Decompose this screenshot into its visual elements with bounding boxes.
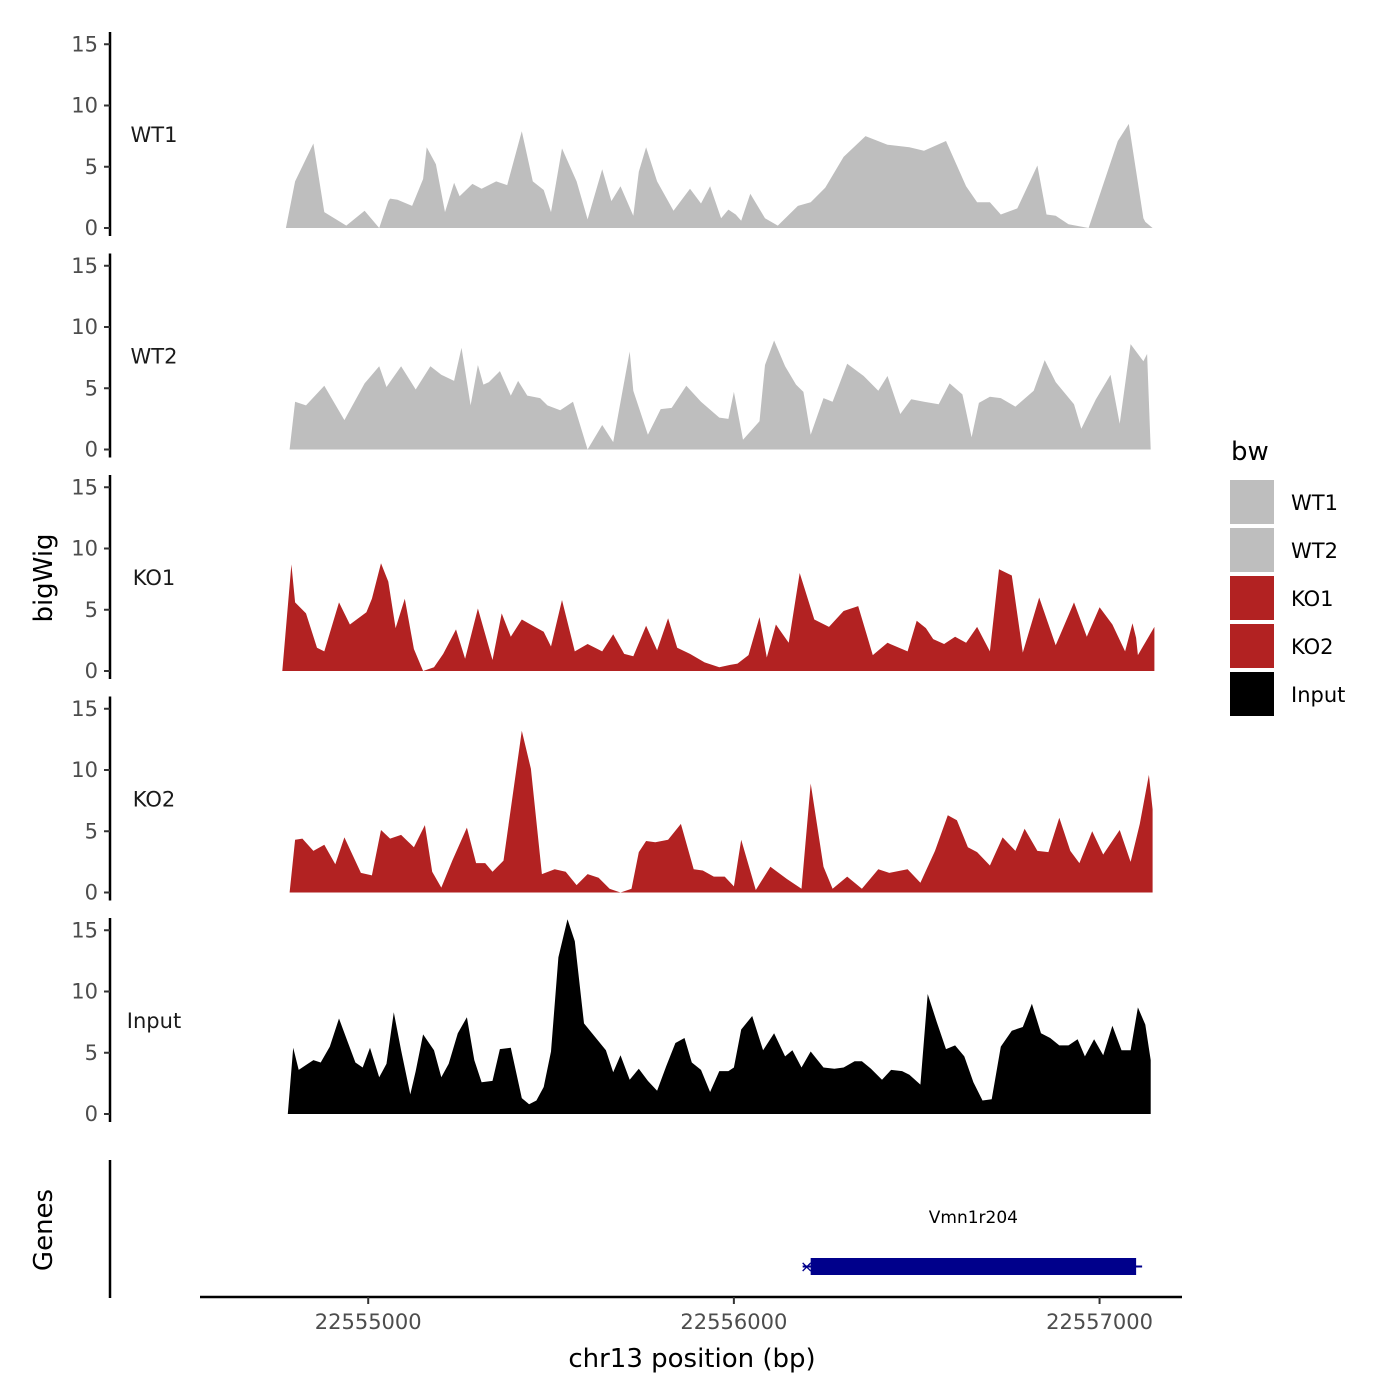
y-tick-label: 5 xyxy=(85,376,98,400)
x-tick-label: 22557000 xyxy=(1046,1310,1153,1334)
signal-area xyxy=(285,123,1153,228)
y-tick-label: 5 xyxy=(85,1041,98,1065)
track-wt2: 0 5 10 15 WT2 xyxy=(71,253,1151,462)
legend-label-wt1: WT1 xyxy=(1291,491,1338,515)
y-tick-label: 10 xyxy=(71,94,98,118)
gene-vmn1r204: × Vmn1r204 xyxy=(800,1208,1143,1276)
genes-axis-title: Genes xyxy=(29,1189,59,1271)
strand-marker-icon: × xyxy=(800,1257,813,1276)
x-tick-label: 22556000 xyxy=(680,1310,787,1334)
legend-label-input: Input xyxy=(1291,683,1345,707)
track-ko1: 0 5 10 15 KO1 xyxy=(71,475,1155,683)
y-tick-label: 15 xyxy=(71,475,98,499)
track-label: Input xyxy=(127,1009,181,1033)
y-tick-label: 10 xyxy=(71,315,98,339)
legend-swatch-ko1 xyxy=(1230,576,1274,620)
signal-area xyxy=(287,919,1151,1114)
x-axis-title: chr13 position (bp) xyxy=(568,1344,815,1374)
legend-title: bw xyxy=(1231,437,1269,467)
legend-label-wt2: WT2 xyxy=(1291,539,1338,563)
track-ko2: 0 5 10 15 KO2 xyxy=(71,696,1153,905)
track-label: WT2 xyxy=(131,345,178,369)
y-tick-label: 15 xyxy=(71,918,98,942)
track-label: WT1 xyxy=(131,123,178,147)
signal-area xyxy=(289,730,1153,893)
y-tick-label: 15 xyxy=(71,697,98,721)
gene-panel: × Vmn1r204 xyxy=(108,1160,1143,1298)
signal-area xyxy=(282,563,1155,671)
x-axis: 22555000 22556000 22557000 xyxy=(200,1295,1182,1334)
track-label: KO2 xyxy=(133,788,176,812)
y-tick-label: 10 xyxy=(71,980,98,1004)
y-tick-label: 10 xyxy=(71,758,98,782)
y-tick-label: 0 xyxy=(85,216,98,240)
y-tick-label: 15 xyxy=(71,254,98,278)
legend-label-ko2: KO2 xyxy=(1291,635,1334,659)
legend-swatch-wt1 xyxy=(1230,480,1274,524)
track-input: 0 5 10 15 Input xyxy=(71,918,1151,1126)
legend-swatch-ko2 xyxy=(1230,624,1274,668)
signal-area xyxy=(289,340,1151,450)
y-tick-label: 0 xyxy=(85,881,98,905)
gene-label: Vmn1r204 xyxy=(929,1208,1018,1228)
signal-tracks: 0 5 10 15 WT1 0 5 10 15 WT2 0 5 10 15 KO1 0 5 10 15 KO2 0 5 10… xyxy=(71,32,1155,1126)
y-tick-label: 5 xyxy=(85,819,98,843)
track-wt1: 0 5 10 15 WT1 xyxy=(71,32,1153,240)
y-tick-label: 10 xyxy=(71,537,98,561)
y-axis-title: bigWig xyxy=(29,533,59,622)
x-tick-label: 22555000 xyxy=(315,1310,422,1334)
legend: bw WT1 WT2 KO1 KO2 Input xyxy=(1230,437,1345,716)
y-tick-label: 0 xyxy=(85,438,98,462)
legend-swatch-input xyxy=(1230,672,1274,716)
legend-swatch-wt2 xyxy=(1230,528,1274,572)
track-label: KO1 xyxy=(133,566,176,590)
y-tick-label: 0 xyxy=(85,659,98,683)
legend-label-ko1: KO1 xyxy=(1291,587,1334,611)
y-tick-label: 5 xyxy=(85,155,98,179)
y-tick-label: 0 xyxy=(85,1102,98,1126)
y-tick-label: 15 xyxy=(71,32,98,56)
y-tick-label: 5 xyxy=(85,598,98,622)
